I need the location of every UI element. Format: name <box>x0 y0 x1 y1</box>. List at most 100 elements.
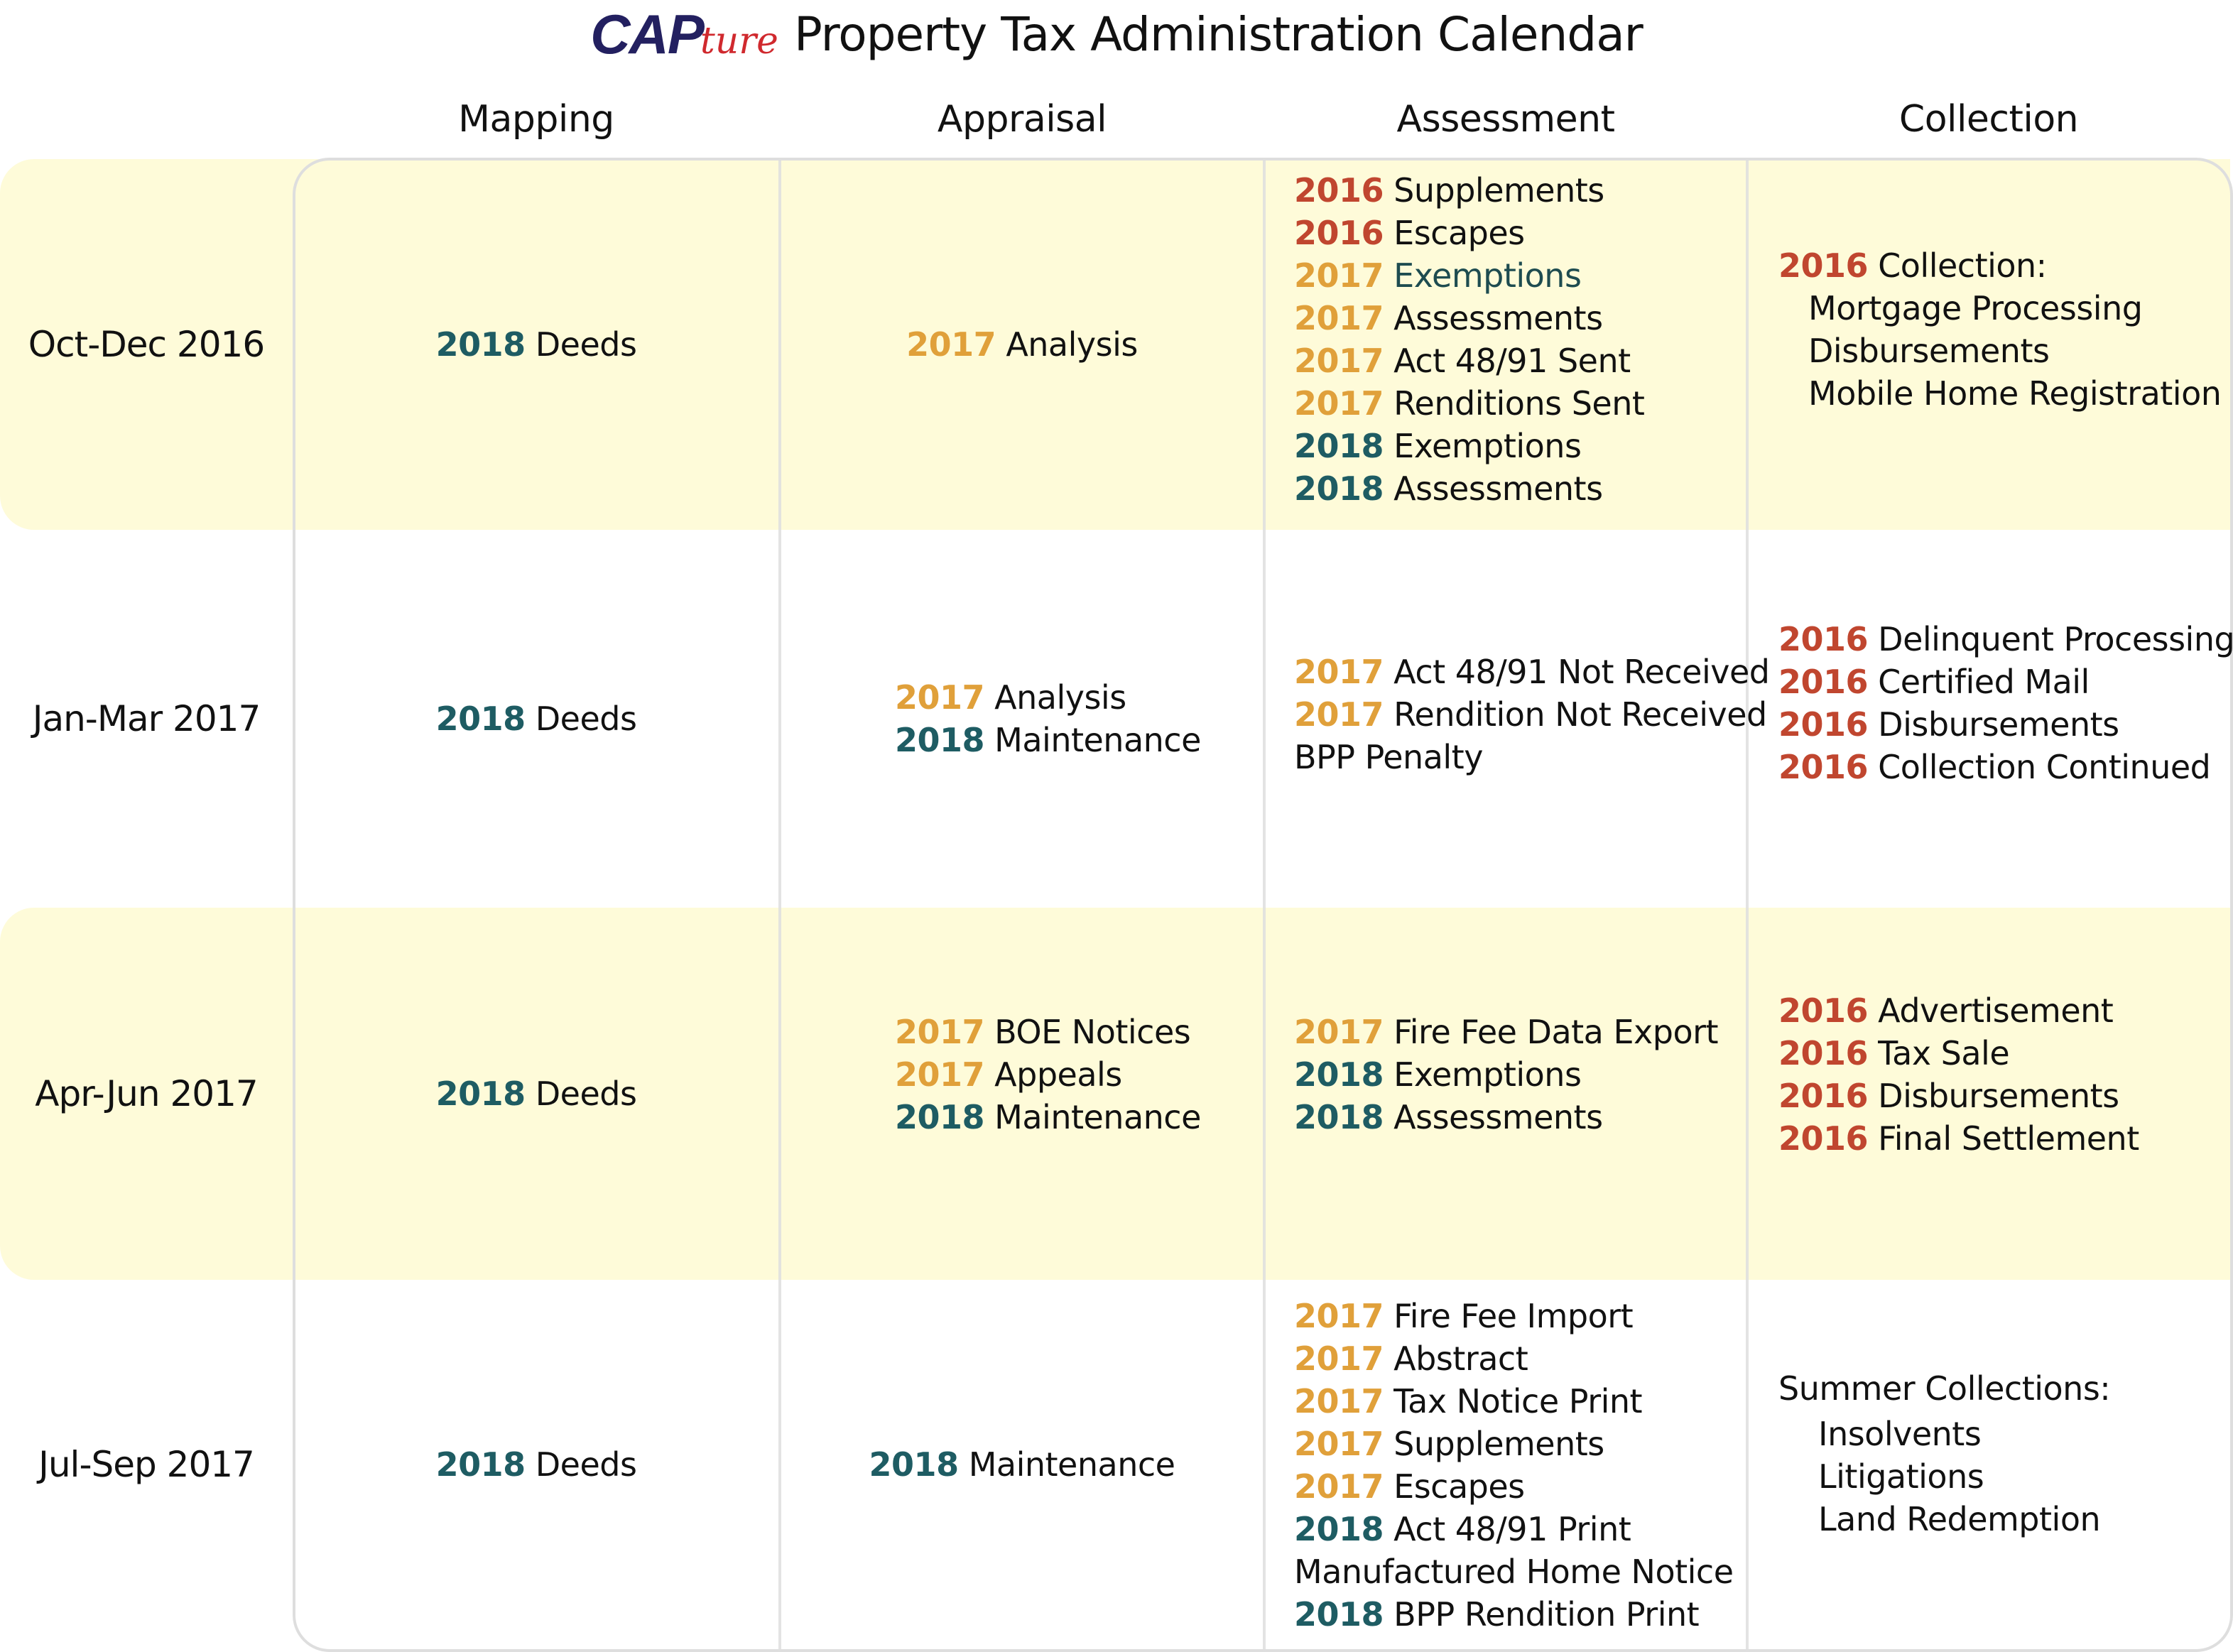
task-item: 2017 Act 48/91 Not Received <box>1294 651 1770 693</box>
cell-mapping-jul-sep-2017: 2018 Deeds <box>293 1280 780 1649</box>
year-badge: 2016 <box>1294 171 1384 210</box>
task-item: 2018 Assessments <box>1294 1096 1746 1139</box>
page-header: CAP ture Property Tax Administration Cal… <box>0 0 2233 68</box>
task-text: Maintenance <box>968 1445 1175 1484</box>
year-badge: 2016 <box>1778 748 1869 786</box>
task-item: 2016 Advertisement <box>1778 989 2230 1032</box>
task-text: Supplements <box>1393 171 1604 210</box>
cell-collection-oct-dec-2016: 2016 Collection: Mortgage Processing Dis… <box>1778 159 2230 500</box>
column-header-assessment: Assessment <box>1396 98 1615 141</box>
year-badge: 2016 <box>1778 620 1869 658</box>
task-text: Deeds <box>535 700 637 738</box>
task-text: BPP Penalty <box>1294 738 1483 776</box>
calendar-table-frame <box>293 158 2233 1652</box>
task-item: 2018 Deeds <box>436 1443 637 1486</box>
year-badge: 2017 <box>1294 695 1384 734</box>
task-item: 2016 Disbursements <box>1778 703 2230 746</box>
cell-assessment-oct-dec-2016: 2016 Supplements 2016 Escapes 2017 Exemp… <box>1294 168 1746 511</box>
year-badge: 2017 <box>1294 256 1384 295</box>
task-item: 2018 Exemptions <box>1294 1053 1746 1096</box>
year-badge: 2018 <box>1294 427 1384 465</box>
year-badge: 2017 <box>1294 1382 1384 1420</box>
logo-cap-text: CAP <box>590 2 705 65</box>
cell-mapping-oct-dec-2016: 2018 Deeds <box>293 159 780 530</box>
task-item: 2016 Certified Mail <box>1778 661 2230 703</box>
task-item: 2016 Delinquent Processing <box>1778 618 2233 661</box>
task-text: Collection: <box>1878 246 2047 285</box>
task-item: 2017 Escapes <box>1294 1465 1746 1508</box>
task-subitem: Litigations <box>1818 1457 1984 1496</box>
task-text: Delinquent Processing <box>1878 620 2233 658</box>
task-text: Deeds <box>535 1445 637 1484</box>
year-badge: 2017 <box>1294 1425 1384 1463</box>
task-item: 2018 BPP Rendition Print <box>1294 1593 1746 1636</box>
cell-assessment-jul-sep-2017: 2017 Fire Fee Import 2017 Abstract 2017 … <box>1294 1291 1746 1639</box>
task-item: BPP Penalty <box>1294 736 1746 778</box>
year-badge: 2017 <box>1294 342 1384 380</box>
year-badge: 2018 <box>435 700 526 738</box>
task-item: 2018 Deeds <box>436 1072 637 1115</box>
column-divider <box>778 161 781 1649</box>
cell-collection-apr-jun-2017: 2016 Advertisement 2016 Tax Sale 2016 Di… <box>1778 908 2230 1241</box>
row-band-oct-dec-2016 <box>0 159 2230 530</box>
logo-ture-text: ture <box>700 19 778 63</box>
year-badge: 2017 <box>895 678 985 717</box>
year-badge: 2016 <box>1778 1077 1869 1115</box>
year-badge: 2018 <box>435 1075 526 1113</box>
task-text: BOE Notices <box>994 1013 1191 1051</box>
task-item: 2017 Act 48/91 Sent <box>1294 339 1746 382</box>
column-divider <box>1263 161 1266 1649</box>
row-label-apr-jun-2017: Apr-Jun 2017 <box>35 1073 258 1114</box>
task-item: 2017 Renditions Sent <box>1294 382 1746 425</box>
year-badge: 2016 <box>1778 991 1869 1030</box>
task-item: 2016 Disbursements <box>1778 1075 2230 1117</box>
capture-logo: CAP ture <box>590 2 778 67</box>
task-item: 2017 Fire Fee Data Export <box>1294 1011 1746 1053</box>
cell-appraisal-jan-mar-2017: 2017 Analysis 2018 Maintenance <box>895 530 1250 908</box>
year-badge: 2018 <box>1294 1055 1384 1094</box>
cell-assessment-apr-jun-2017: 2017 Fire Fee Data Export 2018 Exemption… <box>1294 908 1746 1241</box>
cell-collection-jul-sep-2017: Summer Collections: Insolvents Litigatio… <box>1778 1280 2230 1628</box>
task-item: 2016 Final Settlement <box>1778 1117 2230 1160</box>
task-item: 2018 Maintenance <box>895 1096 1250 1139</box>
task-text: Advertisement <box>1878 991 2114 1030</box>
task-item: 2016 Collection: <box>1778 244 2230 287</box>
task-item: 2016 Supplements <box>1294 169 1746 212</box>
cell-mapping-apr-jun-2017: 2018 Deeds <box>293 908 780 1280</box>
year-badge: 2017 <box>1294 384 1384 423</box>
year-badge: 2017 <box>895 1013 985 1051</box>
year-badge: 2018 <box>435 1445 526 1484</box>
task-item: 2017 Fire Fee Import <box>1294 1295 1746 1337</box>
task-text: Escapes <box>1393 1467 1525 1506</box>
task-item: 2018 Act 48/91 Print <box>1294 1508 1746 1550</box>
row-label-jan-mar-2017: Jan-Mar 2017 <box>32 698 261 739</box>
task-subitem: Insolvents <box>1818 1415 1982 1453</box>
task-text: Deeds <box>535 1075 637 1113</box>
task-subitem: Mortgage Processing <box>1808 289 2143 327</box>
row-label-oct-dec-2016: Oct-Dec 2016 <box>28 324 265 365</box>
year-badge: 2016 <box>1294 214 1384 252</box>
task-text: Assessments <box>1393 299 1603 337</box>
task-subitem: Mobile Home Registration <box>1808 374 2222 413</box>
task-item: 2016 Collection Continued <box>1778 746 2230 788</box>
task-item: 2018 Maintenance <box>895 719 1250 761</box>
task-text: Analysis <box>994 678 1126 717</box>
task-text: Rendition Not Received <box>1393 695 1767 734</box>
task-text: Maintenance <box>994 1098 1201 1136</box>
task-text: Exemptions <box>1393 256 1582 295</box>
task-text: Act 48/91 Sent <box>1393 342 1631 380</box>
task-text: Maintenance <box>994 721 1201 759</box>
task-item: 2018 Deeds <box>436 323 637 366</box>
task-text: Act 48/91 Not Received <box>1393 653 1770 691</box>
task-text: Analysis <box>1006 325 1138 364</box>
column-header-collection: Collection <box>1898 98 2079 141</box>
cell-mapping-jan-mar-2017: 2018 Deeds <box>293 530 780 908</box>
task-text: Supplements <box>1393 1425 1604 1463</box>
column-divider <box>1746 161 1749 1649</box>
cell-assessment-jan-mar-2017: 2017 Act 48/91 Not Received 2017 Renditi… <box>1294 530 1770 899</box>
cell-appraisal-jul-sep-2017: 2018 Maintenance <box>780 1280 1264 1649</box>
task-text: Certified Mail <box>1878 663 2090 701</box>
task-text: Exemptions <box>1393 1055 1582 1094</box>
year-badge: 2018 <box>869 1445 960 1484</box>
year-badge: 2018 <box>895 1098 985 1136</box>
